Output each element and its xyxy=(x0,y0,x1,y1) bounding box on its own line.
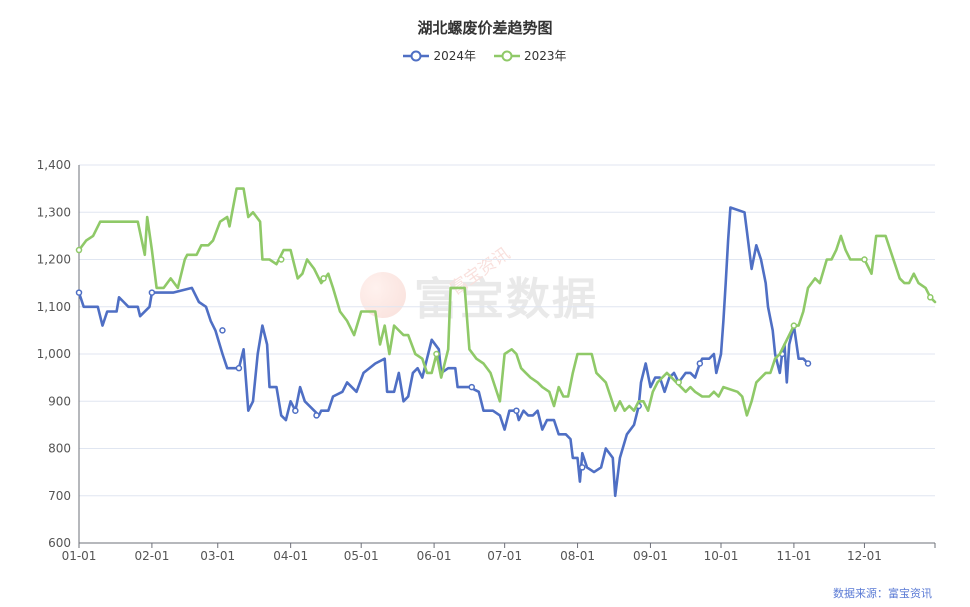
chart-title: 湖北螺废价差趋势图 xyxy=(417,19,553,37)
series-point-2023年 xyxy=(790,322,798,329)
y-tick-label: 800 xyxy=(48,442,71,456)
watermark-text: 富宝数据 xyxy=(414,274,598,325)
x-tick-label: 07-01 xyxy=(487,549,522,563)
series-point-2023年 xyxy=(433,350,440,358)
series-point-2024年 xyxy=(313,412,320,419)
series-point-2024年 xyxy=(235,364,243,372)
y-tick-label: 1,300 xyxy=(37,205,71,219)
legend-label-2023: 2023年 xyxy=(524,49,567,63)
series-point-2024年 xyxy=(696,360,704,367)
x-tick-label: 10-01 xyxy=(704,549,739,563)
series-point-2024年 xyxy=(75,289,83,296)
series-point-2023年 xyxy=(320,275,327,282)
legend-item-2023[interactable]: 2023年 xyxy=(494,47,567,64)
series-point-2024年 xyxy=(292,407,299,414)
x-tick-label: 09-01 xyxy=(633,549,668,563)
y-tick-label: 900 xyxy=(48,394,71,408)
series-point-2023年 xyxy=(277,256,285,263)
x-tick-label: 04-01 xyxy=(273,549,308,563)
series-point-2023年 xyxy=(675,379,682,386)
series-point-2023年 xyxy=(861,256,868,263)
y-tick-label: 700 xyxy=(48,489,71,503)
y-tick-label: 1,200 xyxy=(37,253,71,267)
y-tick-label: 600 xyxy=(48,536,71,550)
series-point-2024年 xyxy=(513,407,520,414)
series-line-2024年 xyxy=(77,206,810,498)
legend-item-2024[interactable]: 2024年 xyxy=(403,47,476,64)
x-tick-label: 12-01 xyxy=(847,549,882,563)
series-point-2024年 xyxy=(219,327,226,334)
x-tick-label: 03-01 xyxy=(200,549,235,563)
data-source: 数据来源：富宝资讯 xyxy=(833,587,932,600)
y-tick-label: 1,100 xyxy=(37,300,71,314)
series-line-2023年 xyxy=(77,187,937,417)
x-tick-label: 06-01 xyxy=(417,549,452,563)
y-tick-label: 1,000 xyxy=(37,347,71,361)
x-tick-label: 05-01 xyxy=(344,549,379,563)
legend: 2024年 2023年 xyxy=(0,47,970,64)
legend-label-2024: 2024年 xyxy=(433,49,476,63)
x-tick-label: 01-01 xyxy=(62,549,97,563)
legend-swatch-2023 xyxy=(494,50,520,61)
series-point-2024年 xyxy=(579,464,586,471)
y-tick-label: 1,400 xyxy=(37,158,71,172)
series-point-2024年 xyxy=(148,289,156,296)
series-point-2024年 xyxy=(804,360,812,367)
legend-swatch-2024 xyxy=(403,50,430,61)
x-tick-label: 08-01 xyxy=(560,549,595,563)
series-point-2023年 xyxy=(927,294,934,301)
x-tick-label: 02-01 xyxy=(134,549,169,563)
series-point-2024年 xyxy=(468,383,475,391)
series-point-2023年 xyxy=(75,246,83,254)
x-tick-label: 11-01 xyxy=(776,549,811,563)
